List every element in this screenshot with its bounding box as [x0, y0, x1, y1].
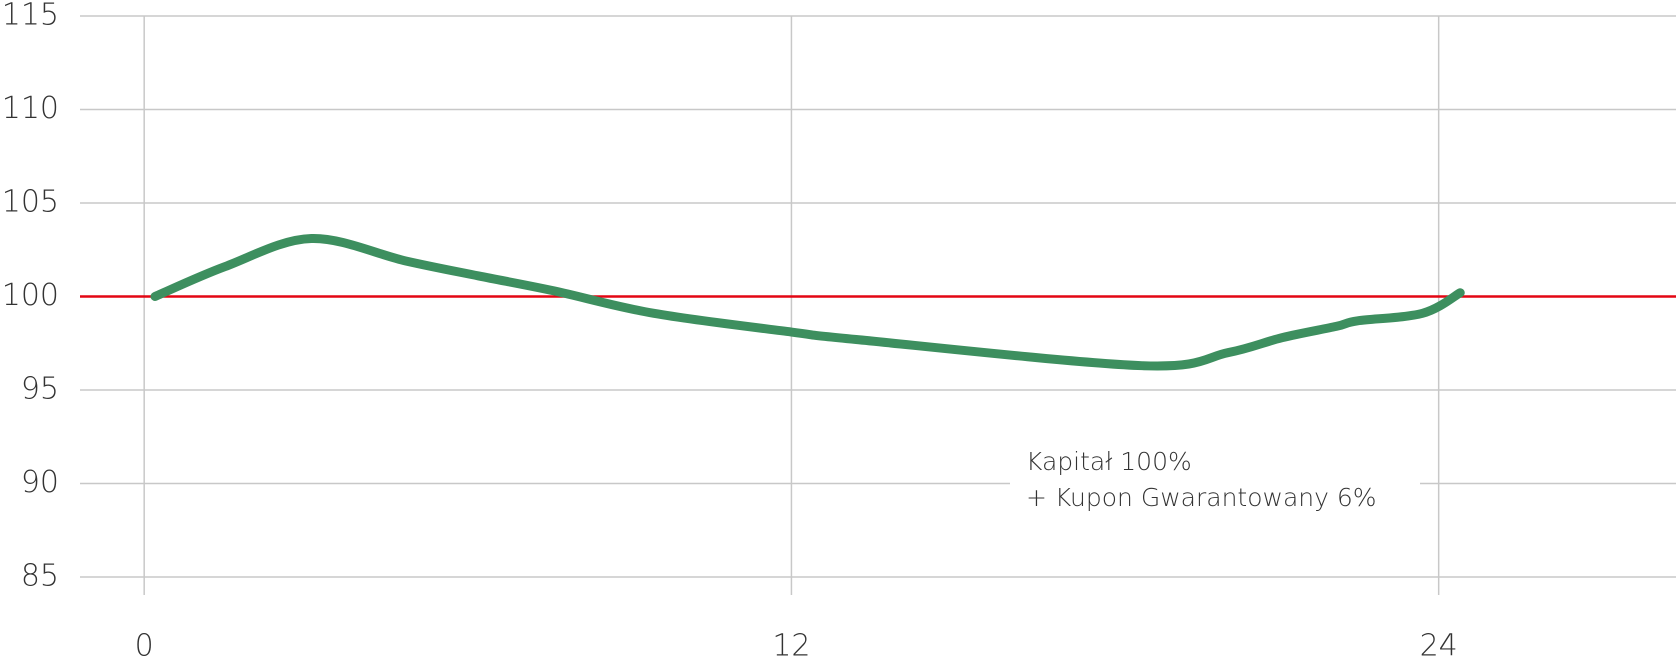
data-line: [150, 234, 1465, 371]
annotation: + Kupon Gwarantowany 6%: [1026, 483, 1377, 512]
y-tick-label: 115: [2, 0, 59, 33]
y-tick-label: 90: [21, 465, 59, 500]
annotation: Kapitał 100%: [1026, 447, 1192, 476]
y-tick-label: 85: [21, 559, 59, 594]
y-tick-label: 100: [2, 278, 59, 313]
annotation-background: [1010, 444, 1420, 524]
y-tick-label: 110: [2, 91, 59, 126]
x-tick-label: 12: [772, 629, 810, 659]
x-tick-label: 0: [135, 629, 154, 659]
x-tick-label: 24: [1420, 629, 1458, 659]
y-tick-label: 95: [21, 372, 59, 407]
y-tick-label: 105: [2, 185, 59, 220]
